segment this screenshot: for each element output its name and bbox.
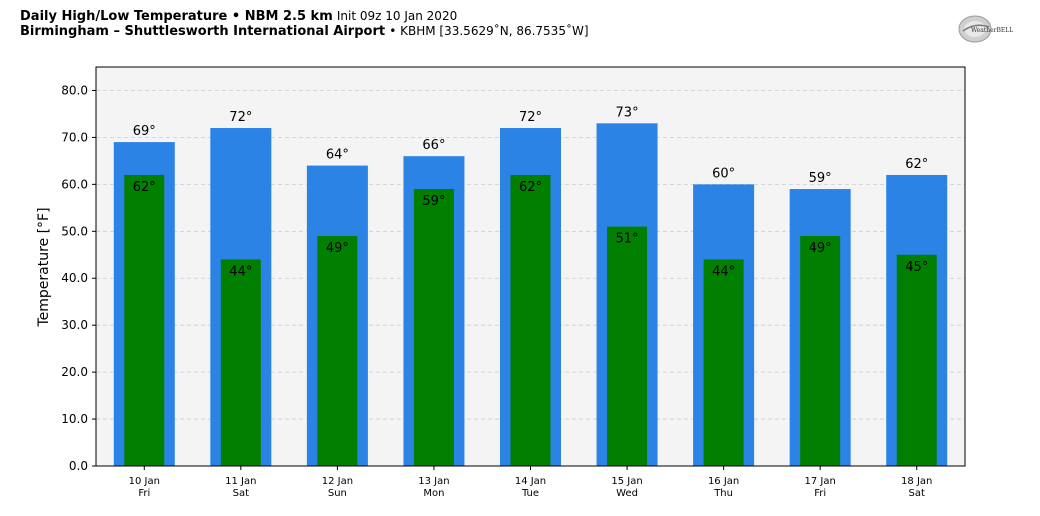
station-name: Birmingham – Shuttlesworth International… — [20, 24, 386, 39]
high-temp-label: 60° — [712, 166, 735, 181]
x-tick-day: Sat — [233, 488, 249, 499]
high-temp-label: 59° — [809, 171, 832, 186]
low-temp-label: 45° — [905, 260, 928, 275]
y-tick-label: 0.0 — [69, 459, 88, 473]
x-tick-date: 15 Jan — [611, 476, 642, 487]
y-tick-label: 30.0 — [61, 318, 88, 332]
bar-low — [607, 226, 648, 466]
high-temp-label: 64° — [326, 148, 349, 163]
x-tick-date: 16 Jan — [708, 476, 739, 487]
x-tick-date: 18 Jan — [901, 476, 932, 487]
x-tick-date: 10 Jan — [129, 476, 160, 487]
weatherbell-logo-icon: WeatherBELL — [957, 14, 1019, 46]
low-temp-label: 49° — [326, 241, 349, 256]
y-tick-label: 10.0 — [61, 412, 88, 426]
y-axis-title: Temperature [°F] — [36, 207, 52, 327]
x-tick-day: Fri — [138, 488, 150, 499]
low-temp-label: 51° — [616, 232, 639, 247]
y-tick-label: 70.0 — [61, 130, 88, 144]
x-tick-day: Sun — [328, 488, 347, 499]
bar-low — [124, 174, 165, 466]
chart-header: Daily High/Low Temperature • NBM 2.5 km … — [20, 9, 589, 39]
low-temp-label: 59° — [422, 194, 445, 209]
bar-low — [510, 174, 551, 466]
high-temp-label: 69° — [133, 124, 156, 139]
bar-low — [413, 189, 454, 466]
low-temp-label: 62° — [133, 180, 156, 195]
low-temp-label: 44° — [229, 264, 252, 279]
y-axis: 0.0 10.0 20.0 30.0 40.0 50.0 60.0 70.0 80.0 — [61, 83, 96, 473]
x-tick-date: 13 Jan — [418, 476, 449, 487]
y-tick-label: 50.0 — [61, 224, 88, 238]
bars — [113, 123, 948, 467]
low-temp-label: 44° — [712, 264, 735, 279]
y-tick-label: 20.0 — [61, 365, 88, 379]
high-temp-label: 66° — [422, 138, 445, 153]
x-tick-day: Thu — [713, 488, 733, 499]
chart-title-main: Daily High/Low Temperature • NBM 2.5 km — [20, 9, 333, 24]
y-tick-label: 40.0 — [61, 271, 88, 285]
x-tick-date: 17 Jan — [805, 476, 836, 487]
data-labels: 69° 62° 72° 44° 64° 49° 66° 59° 72° 62° 73° 51° 60° 4… — [133, 105, 928, 279]
x-tick-day: Wed — [616, 488, 638, 499]
x-tick-date: 14 Jan — [515, 476, 546, 487]
low-temp-label: 49° — [809, 241, 832, 256]
x-tick-day: Tue — [521, 488, 539, 499]
bar-low — [317, 235, 358, 466]
bar-low — [896, 254, 937, 466]
logo-text: WeatherBELL — [971, 27, 1013, 34]
x-tick-day: Mon — [423, 488, 444, 499]
high-temp-label: 73° — [616, 105, 639, 120]
chart-init-time: Init 09z 10 Jan 2020 — [336, 9, 458, 23]
chart-subtitle: Birmingham – Shuttlesworth International… — [20, 24, 589, 39]
x-tick-day: Fri — [814, 488, 826, 499]
x-tick-date: 11 Jan — [225, 476, 256, 487]
bar-low — [800, 235, 841, 466]
chart-title: Daily High/Low Temperature • NBM 2.5 km … — [20, 9, 589, 24]
station-coordinates: • KBHM [33.5629˚N, 86.7535˚W] — [389, 24, 589, 38]
low-temp-label: 62° — [519, 180, 542, 195]
y-tick-label: 60.0 — [61, 177, 88, 191]
high-temp-label: 62° — [905, 157, 928, 172]
high-temp-label: 72° — [519, 110, 542, 125]
bar-low — [220, 259, 261, 466]
bar-low — [703, 259, 744, 466]
x-tick-day: Sat — [909, 488, 925, 499]
y-tick-label: 80.0 — [61, 83, 88, 97]
x-tick-date: 12 Jan — [322, 476, 353, 487]
high-temp-label: 72° — [229, 110, 252, 125]
